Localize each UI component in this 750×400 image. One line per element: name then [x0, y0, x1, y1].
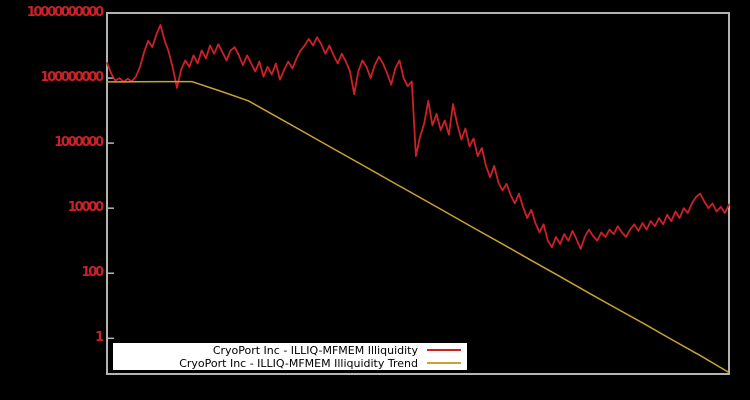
y-axis-label: 100000000 [40, 70, 104, 86]
y-axis-label: 10000000000 [26, 5, 105, 20]
legend-line-sample-illiquidity [427, 349, 461, 351]
y-axis-label: 1 [95, 330, 104, 346]
y-axis-label: 100 [81, 265, 104, 281]
legend-entry-illiquidity: CryoPort Inc - ILLIQ-MFMEM Illiquidity [113, 344, 467, 357]
legend-label-illiquidity: CryoPort Inc - ILLIQ-MFMEM Illiquidity [212, 343, 418, 357]
legend-label-trend: CryoPort Inc - ILLIQ-MFMEM Illiquidity T… [179, 356, 418, 370]
legend: CryoPort Inc - ILLIQ-MFMEM Illiquidity C… [113, 343, 467, 370]
y-axis-label: 1000000 [54, 135, 104, 151]
legend-line-sample-trend [427, 362, 461, 364]
y-axis-label: 10000 [67, 200, 104, 216]
legend-entry-trend: CryoPort Inc - ILLIQ-MFMEM Illiquidity T… [113, 357, 467, 370]
